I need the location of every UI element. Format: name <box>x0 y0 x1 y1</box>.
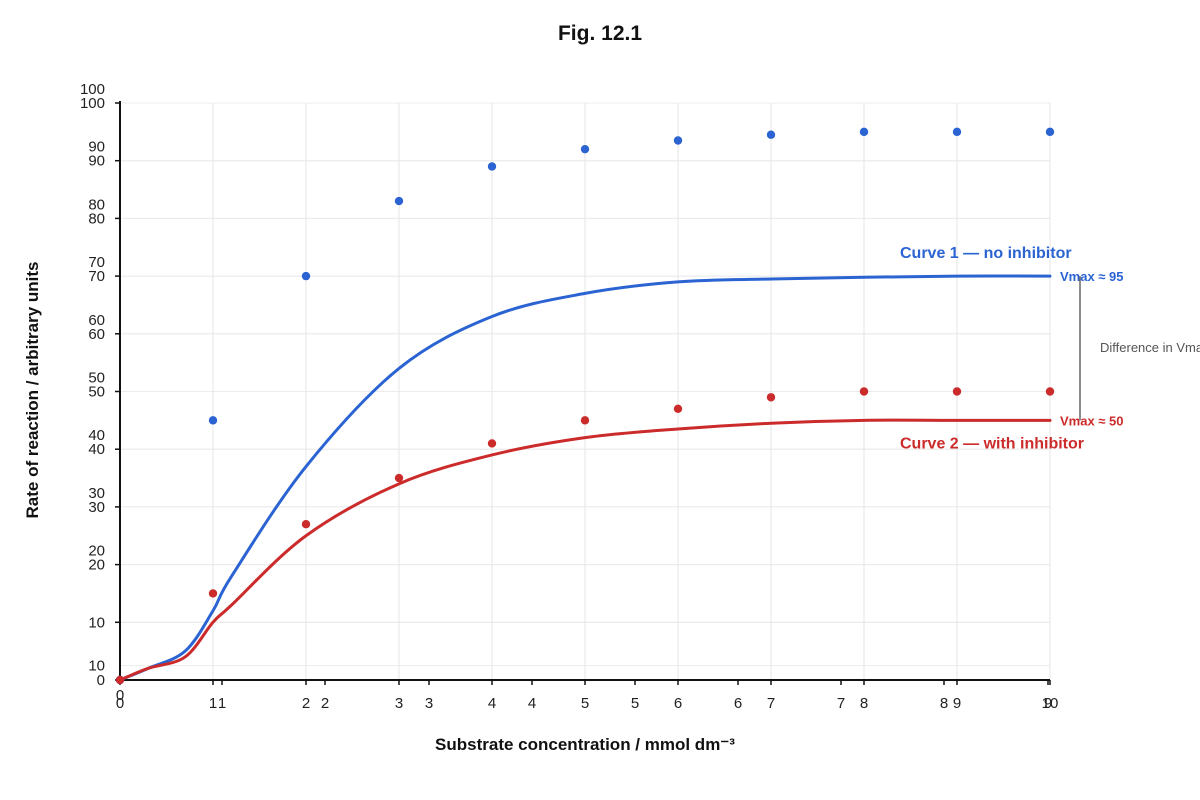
x-tick-label-secondary: 2 <box>321 695 329 712</box>
x-tick-label: 5 <box>581 695 589 712</box>
y-tick-label-secondary: 100 <box>80 81 105 98</box>
y-tick-label: 10 <box>88 614 105 631</box>
y-tick-label: 30 <box>88 499 105 516</box>
x-tick-label-secondary: 7 <box>837 695 845 712</box>
series-curve-2 <box>118 418 1052 682</box>
vmax-label-2: Vmax ≈ 50 <box>1060 413 1124 428</box>
data-point-series-1 <box>580 144 590 154</box>
curve-labels: Vmax ≈ 95 Curve 1 — no inhibitor Vmax ≈ 50… <box>900 245 1200 452</box>
curve-label-1: Curve 1 — no inhibitor <box>900 245 1072 262</box>
y-tick-label-secondary: 40 <box>88 427 105 444</box>
y-tick-label-secondary: 70 <box>88 254 105 271</box>
data-point-series-1 <box>859 127 869 137</box>
x-tick-label: 2 <box>302 695 310 712</box>
data-point-series-2 <box>766 393 776 402</box>
x-tick-label-secondary: 1 <box>218 695 226 712</box>
data-point-series-2 <box>394 473 404 483</box>
y-tick-label: 20 <box>88 557 105 574</box>
x-axis-label: Substrate concentration / mmol dm⁻³ <box>435 735 735 754</box>
x-tick-label: 0 <box>116 695 124 712</box>
x-tick-label: 6 <box>674 695 682 712</box>
curves <box>118 274 1052 682</box>
x-tick-label-secondary: 9 <box>1044 695 1052 712</box>
data-point-series-1 <box>394 196 404 206</box>
x-tick-label: 1 <box>209 695 217 712</box>
x-tick-label-secondary: 5 <box>631 695 639 712</box>
x-tick-label: 3 <box>395 695 403 712</box>
data-point-series-1 <box>673 136 683 145</box>
y-tick-label-secondary: 50 <box>88 370 105 387</box>
data-point-series-2 <box>1045 387 1055 396</box>
x-tick-label: 7 <box>767 695 775 712</box>
data-point-series-1 <box>301 271 311 281</box>
data-point-series-1 <box>952 127 962 137</box>
data-points <box>115 127 1055 685</box>
y-tick-label-secondary: 10 <box>88 658 105 675</box>
y-tick-label: 90 <box>88 153 105 170</box>
y-tick-label-secondary: 30 <box>88 485 105 502</box>
data-point-series-1 <box>208 416 218 425</box>
vmax-label-1: Vmax ≈ 95 <box>1060 269 1124 284</box>
y-tick-label: 50 <box>88 384 105 401</box>
x-tick-label: 10 <box>1042 695 1059 712</box>
y-tick-label-secondary: 20 <box>88 543 105 560</box>
y-axis-label: Rate of reaction / arbitrary units <box>23 262 42 519</box>
curve-label-2: Curve 2 — with inhibitor <box>900 435 1084 452</box>
data-point-series-2 <box>487 439 497 448</box>
data-point-series-2 <box>580 416 590 425</box>
series-curve-1 <box>118 274 1052 682</box>
x-tick-label-secondary: 6 <box>734 695 742 712</box>
y-tick-label: 0 <box>97 672 105 689</box>
x-tick-label-secondary: 8 <box>940 695 948 712</box>
y-tick-label: 100 <box>80 95 105 112</box>
x-tick-label-secondary: 0 <box>116 687 124 704</box>
data-point-series-1 <box>487 162 497 171</box>
y-tick-label: 80 <box>88 210 105 227</box>
x-tick-label: 8 <box>860 695 868 712</box>
data-point-series-2 <box>952 387 962 396</box>
data-point-series-1 <box>766 130 776 139</box>
y-tick-label: 60 <box>88 326 105 343</box>
y-tick-label-secondary: 90 <box>88 139 105 156</box>
x-tick-label-secondary: 3 <box>425 695 433 712</box>
data-point-series-2 <box>859 387 869 396</box>
data-point-series-2 <box>208 589 218 598</box>
y-tick-label-secondary: 60 <box>88 312 105 329</box>
data-point-series-2 <box>115 675 125 685</box>
data-point-series-2 <box>301 520 311 529</box>
y-tick-label: 40 <box>88 441 105 458</box>
x-tick-label: 9 <box>953 695 961 712</box>
x-tick-label: 4 <box>488 695 496 712</box>
x-axis-ticks: 0 1 2 3 4 5 6 7 8 9 100 1 2 3 4 5 6 7 8 9 <box>116 680 1059 712</box>
grid <box>119 102 1051 681</box>
y-tick-label-secondary: 80 <box>88 196 105 213</box>
x-tick-label-secondary: 4 <box>528 695 536 712</box>
chart-title: Fig. 12.1 <box>558 22 642 45</box>
y-tick-label: 70 <box>88 268 105 285</box>
data-point-series-1 <box>1045 127 1055 137</box>
y-axis-ticks: 0102030405060708090100102030405060708090… <box>80 81 120 689</box>
difference-annotation: Difference in Vmax <box>1100 340 1200 355</box>
data-point-series-2 <box>673 404 683 414</box>
